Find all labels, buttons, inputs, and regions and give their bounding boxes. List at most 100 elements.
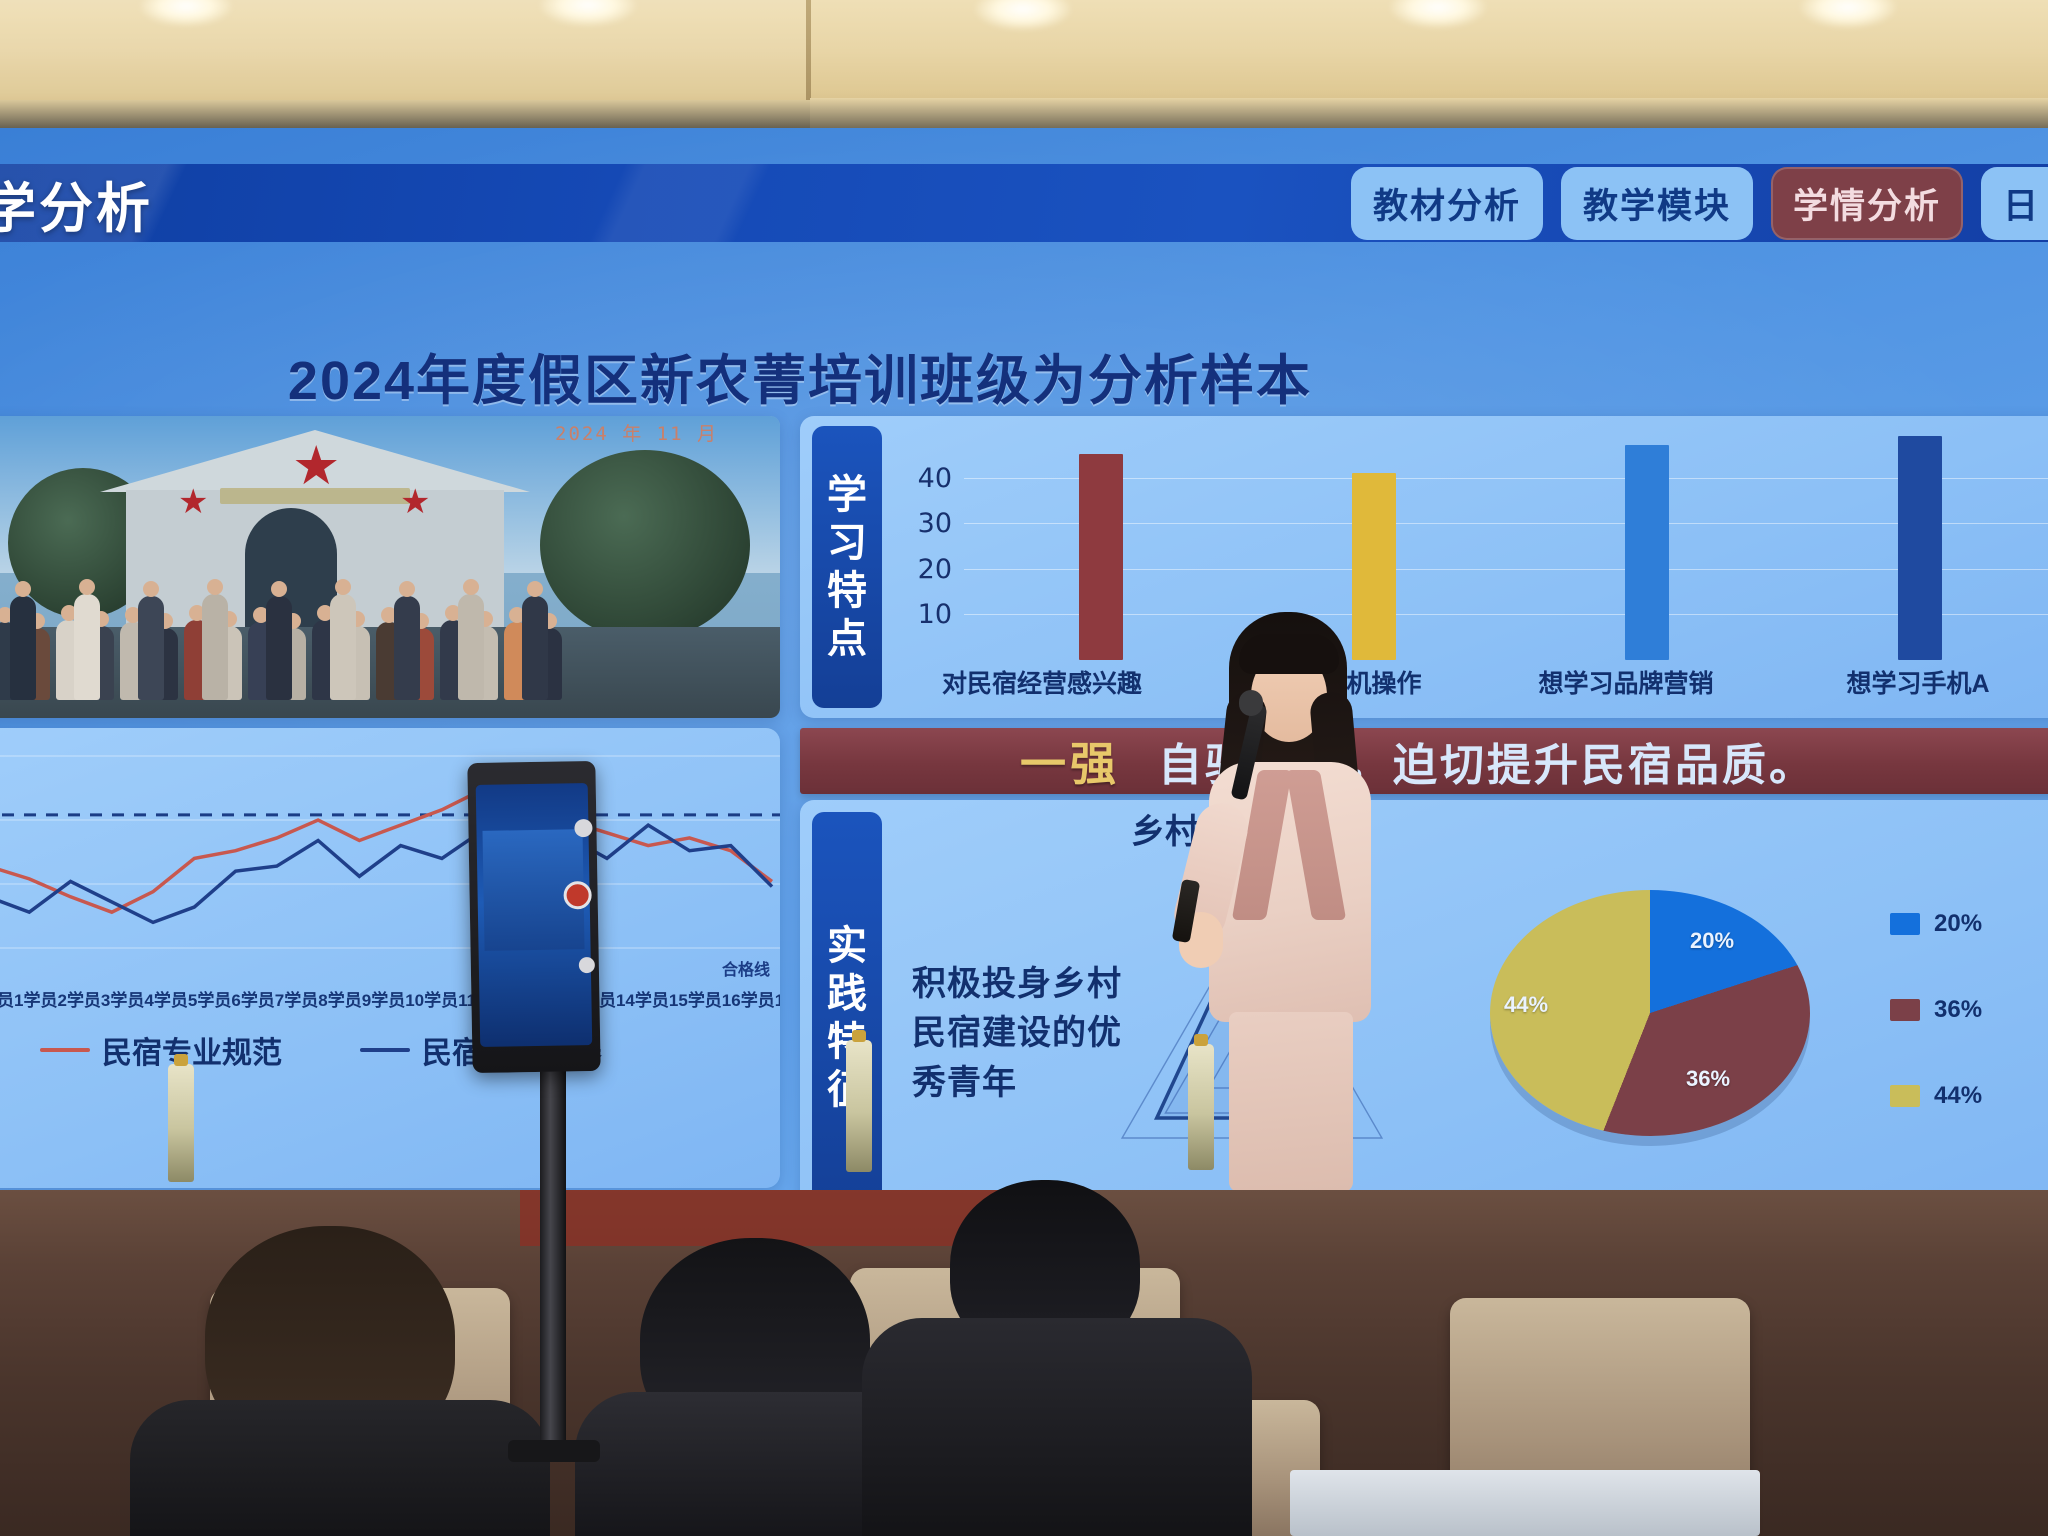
tab-jiaocai-fenxi[interactable]: 教材分析: [1350, 166, 1543, 240]
bar: [1624, 445, 1669, 660]
slide-main-title: 2024年度假区新农菁培训班级为分析样本: [287, 351, 1313, 411]
pie-legend-swatch: [1890, 999, 1920, 1021]
group-photo-card: 2024 年 11 月: [0, 416, 780, 718]
line-x-label: 学员16: [687, 991, 741, 1010]
tab-jiaoxue-mokuai[interactable]: 教学模块: [1560, 166, 1753, 240]
phone-mode-button[interactable]: [578, 956, 595, 974]
bar-x-label: 想学习手机A: [1846, 670, 1990, 698]
pie-chart: [1490, 890, 1810, 1136]
phone-shutter-button[interactable]: [574, 818, 593, 838]
practice-description: 积极投身乡村民宿建设的优秀青年: [912, 965, 1122, 1102]
line-series: [0, 822, 774, 925]
line-x-label: 学员1: [0, 991, 24, 1010]
vlabel-char: 践: [827, 972, 867, 1016]
front-table: [1290, 1470, 1760, 1536]
pie-chart-legend: 20% 36% 44%: [1890, 910, 1982, 1110]
bar-x-label: 想学习品牌营销: [1538, 670, 1714, 698]
tripod-pole: [540, 1060, 566, 1460]
audience-shoulders: [130, 1400, 550, 1536]
pie-legend-label: 36%: [1934, 996, 1983, 1023]
line-x-label: 学员10: [371, 991, 425, 1010]
line-x-label: 学员3: [66, 991, 111, 1010]
presenter-jacket: [1209, 762, 1371, 1022]
slide-header-title: 学分析: [0, 178, 153, 239]
bar-gridline: [964, 477, 2048, 479]
presenter-bangs: [1239, 634, 1339, 674]
pie-legend-item: 20%: [1890, 910, 1982, 938]
bar: [1351, 472, 1396, 660]
section-label-learning-traits: 学 习 特 点: [812, 426, 882, 708]
line-x-label: 学员6: [197, 991, 241, 1010]
vlabel-char: 特: [827, 569, 867, 613]
red-star-icon: [178, 482, 208, 522]
line-x-label: 学员17: [740, 991, 780, 1010]
slide-tab-group: 教材分析 教学模块 学情分析 日: [1350, 166, 2048, 240]
student-scores-chart-card: 合格线 学员1学员2学员3学员4学员5学员6学员7学员8学员9学员10学员11 学…: [0, 728, 780, 1188]
line-x-label: 学员2: [23, 991, 67, 1010]
bar-gridline: [964, 614, 2048, 616]
practice-traits-card: 实 践 特 征 积极投身乡村民宿建设的优秀青年 乡村民宿主理人 051015 2…: [800, 800, 2048, 1190]
pie-slice-label: 36%: [1686, 1066, 1731, 1091]
line-x-label: 学员8: [284, 991, 328, 1010]
photo-crowd: [0, 570, 780, 700]
tab-xueqing-fenxi[interactable]: 学情分析: [1770, 166, 1963, 240]
bar-chart-x-axis-labels: 对民宿经营感兴趣会基础手机操作想学习品牌营销想学习手机A: [896, 664, 2048, 700]
pie-legend-label: 44%: [1934, 1082, 1983, 1109]
vlabel-char: 学: [827, 473, 867, 517]
pie-legend-swatch: [1890, 1085, 1920, 1107]
photo-tree: [540, 450, 750, 640]
tab-clipped-right[interactable]: 日: [1980, 166, 2048, 240]
stage-carpet: [520, 1190, 1040, 1246]
red-star-icon: [292, 434, 340, 497]
vlabel-char: 习: [827, 521, 867, 565]
presenter-skirt: [1229, 1012, 1353, 1192]
pie-slice-label: 44%: [1504, 992, 1549, 1017]
photo-date-stamp: 2024 年 11 月: [555, 423, 718, 445]
presenter: [1168, 612, 1395, 1202]
bar-y-tick: 10: [917, 599, 952, 631]
bar-chart-plot: 10 20 30 40: [896, 432, 2048, 660]
bar: [1897, 436, 1942, 660]
slide-header-bar: 学分析 教材分析 教学模块 学情分析 日: [0, 164, 2048, 242]
pie-legend-label: 20%: [1934, 910, 1983, 937]
water-bottle: [1188, 1034, 1214, 1170]
microphone-head: [1239, 690, 1263, 716]
line-x-label: 学员15: [634, 991, 688, 1010]
water-bottle: [168, 1054, 194, 1182]
legend-item: 民宿专业规范: [40, 1028, 282, 1072]
bar-y-tick: 20: [917, 553, 952, 585]
banner-tag: 一强: [1020, 738, 1120, 790]
red-star-icon: [400, 482, 430, 522]
line-chart-svg: [0, 755, 780, 949]
threshold-label: 合格线: [721, 962, 770, 979]
pie-legend-item: 44%: [1890, 1082, 1982, 1110]
pie-chart-wrap: 20% 36% 44% 20% 36% 44%: [1490, 870, 2048, 1190]
vlabel-char: 实: [827, 924, 867, 968]
bar-gridline: [964, 568, 2048, 570]
line-x-label: 学员9: [327, 991, 372, 1010]
line-x-label: 学员4: [110, 991, 154, 1010]
photo-building: [100, 430, 530, 638]
vlabel-char: 点: [827, 617, 867, 661]
line-series: [0, 787, 774, 915]
bar-gridline: [964, 523, 2048, 525]
line-chart-x-axis-labels: 学员1学员2学员3学员4学员5学员6学员7学员8学员9学员10学员11学员12学…: [0, 986, 780, 1011]
smartphone[interactable]: [467, 760, 601, 1074]
ceiling-seam: [806, 0, 811, 128]
bar-y-tick: 40: [917, 462, 952, 494]
legend-swatch: [360, 1048, 410, 1052]
projection-screen: 学分析 教材分析 教学模块 学情分析 日 2024年度假区新农菁培训班级为分析样…: [0, 128, 2048, 1190]
pie-slice-label: 20%: [1690, 928, 1735, 953]
tripod-base: [508, 1440, 600, 1462]
banner-strength: 一强 自驱力强，迫切提升民宿品质。: [800, 728, 2048, 794]
line-x-label: 学员7: [240, 991, 285, 1010]
bar-y-tick: 30: [917, 508, 952, 540]
line-x-label: 学员5: [153, 991, 198, 1010]
bar-x-label: 对民宿经营感兴趣: [941, 670, 1142, 698]
pie-legend-swatch: [1890, 913, 1920, 935]
water-bottle: [846, 1030, 872, 1172]
bar: [1078, 454, 1123, 660]
audience-shoulders: [862, 1318, 1252, 1536]
pie-legend-item: 36%: [1890, 996, 1982, 1024]
